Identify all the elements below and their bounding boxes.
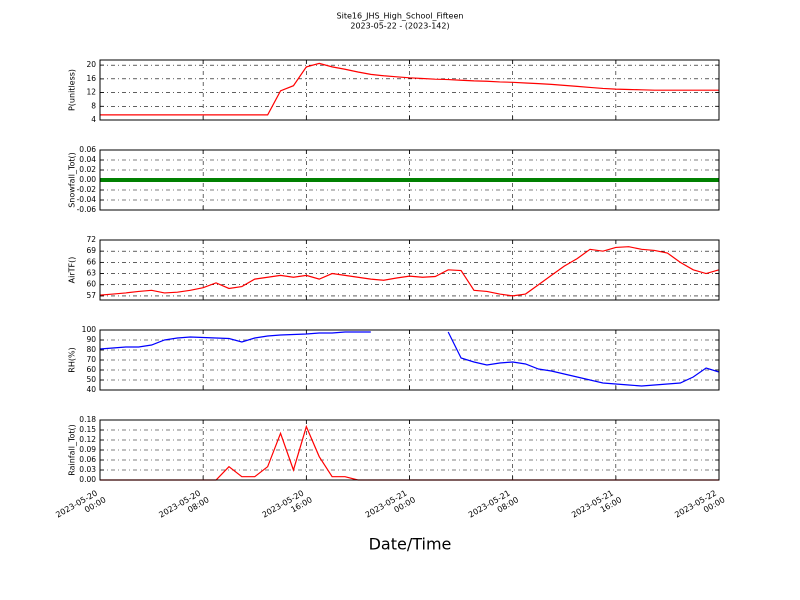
x-tick-label: 2023-05-22 00:00 bbox=[673, 486, 726, 528]
y-tick-label: 0.06 bbox=[79, 455, 96, 464]
y-tick-label: 72 bbox=[86, 235, 96, 244]
x-tick-label: 2023-05-21 00:00 bbox=[364, 486, 417, 528]
x-tick-label: 2023-05-20 08:00 bbox=[157, 486, 210, 528]
y-tick-label: 60 bbox=[86, 365, 96, 374]
y-tick-label: 0.15 bbox=[79, 425, 96, 434]
y-tick-label: 4 bbox=[91, 115, 96, 124]
y-tick-label: 60 bbox=[86, 280, 96, 289]
data-line bbox=[100, 62, 719, 116]
x-axis-label: Date/Time bbox=[369, 535, 452, 554]
plot-frame bbox=[99, 329, 720, 391]
y-axis-label: Snowfall_Tot() bbox=[68, 152, 77, 208]
y-tick-label: 100 bbox=[82, 325, 97, 334]
y-tick-label: 66 bbox=[86, 257, 96, 266]
chart-subtitle: 2023-05-22 - (2023-142) bbox=[350, 22, 449, 31]
y-tick-label: -0.02 bbox=[77, 185, 97, 194]
y-axis-label: Rainfall_Tot() bbox=[68, 424, 77, 476]
y-tick-label: 80 bbox=[86, 345, 96, 354]
y-tick-label: 0.00 bbox=[79, 175, 96, 184]
y-tick-label: 40 bbox=[86, 385, 96, 394]
y-tick-label: 0.00 bbox=[79, 475, 96, 484]
y-tick-label: 20 bbox=[86, 60, 96, 69]
y-tick-label: 63 bbox=[86, 269, 96, 278]
plot-frame bbox=[99, 59, 720, 121]
y-tick-label: 0.04 bbox=[79, 155, 96, 164]
x-tick-label: 2023-05-20 16:00 bbox=[260, 486, 313, 528]
chart-title: Site16_JHS_High_School_Fifteen bbox=[337, 12, 464, 21]
y-tick-label: -0.06 bbox=[77, 205, 97, 214]
y-tick-label: 12 bbox=[86, 88, 96, 97]
y-axis-label: P(unitless) bbox=[68, 69, 77, 111]
y-tick-label: 0.12 bbox=[79, 435, 96, 444]
y-tick-label: 70 bbox=[86, 355, 96, 364]
y-tick-label: 16 bbox=[86, 74, 96, 83]
x-tick-label: 2023-05-20 00:00 bbox=[54, 486, 107, 528]
y-tick-label: 0.03 bbox=[79, 465, 96, 474]
plot-frame bbox=[99, 239, 720, 301]
y-axis-label: AirTF() bbox=[68, 257, 77, 284]
x-tick-label: 2023-05-21 16:00 bbox=[570, 486, 623, 528]
y-tick-label: 90 bbox=[86, 335, 96, 344]
y-axis-label: RH(%) bbox=[68, 347, 77, 372]
data-line bbox=[99, 246, 720, 297]
y-tick-label: 69 bbox=[86, 246, 96, 255]
y-tick-label: 0.02 bbox=[79, 165, 96, 174]
plot-frame bbox=[99, 149, 720, 211]
y-tick-label: 8 bbox=[91, 101, 96, 110]
y-tick-label: 50 bbox=[86, 375, 96, 384]
y-tick-label: 0.06 bbox=[79, 145, 96, 154]
y-tick-label: 0.09 bbox=[79, 445, 96, 454]
y-tick-label: -0.04 bbox=[77, 195, 97, 204]
data-line bbox=[99, 331, 720, 387]
y-tick-label: 57 bbox=[86, 291, 96, 300]
plot-frame bbox=[99, 419, 720, 481]
y-tick-label: 0.18 bbox=[79, 415, 96, 424]
x-tick-label: 2023-05-21 08:00 bbox=[467, 486, 520, 528]
